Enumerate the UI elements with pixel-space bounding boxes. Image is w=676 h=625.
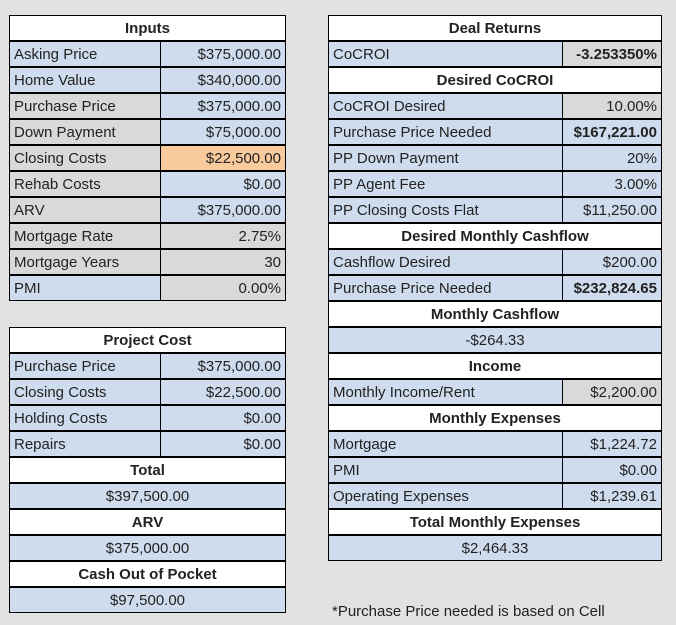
column-divider [286, 0, 287, 625]
cell-mortgage-years-label[interactable]: Mortgage Years [9, 249, 161, 275]
desired-cocroi-title[interactable]: Desired CoCROI [328, 67, 662, 93]
total-monthly-expenses-title[interactable]: Total Monthly Expenses [328, 509, 662, 535]
monthly-cashflow-value[interactable]: -$264.33 [328, 327, 662, 353]
inputs-title[interactable]: Inputs [9, 15, 286, 41]
cell-operating-expenses-value[interactable]: $1,239.61 [562, 483, 662, 509]
cell-operating-expenses-label[interactable]: Operating Expenses [328, 483, 563, 509]
column-divider [160, 0, 161, 625]
cell-pp-closing-costs-label[interactable]: PP Closing Costs Flat [328, 197, 563, 223]
cell-pp-closing-costs-value[interactable]: $11,250.00 [562, 197, 662, 223]
monthly-expenses-title[interactable]: Monthly Expenses [328, 405, 662, 431]
cell-cocroi-label[interactable]: CoCROI [328, 41, 563, 67]
desired-cashflow-title[interactable]: Desired Monthly Cashflow [328, 223, 662, 249]
cell-down-payment-value[interactable]: $75,000.00 [160, 119, 286, 145]
cell-exp-pmi-value[interactable]: $0.00 [562, 457, 662, 483]
arv-value[interactable]: $375,000.00 [9, 535, 286, 561]
column-divider [9, 0, 10, 625]
cell-rehab-costs-value[interactable]: $0.00 [160, 171, 286, 197]
cell-pc-holding-costs-label[interactable]: Holding Costs [9, 405, 161, 431]
cell-pp-down-payment-label[interactable]: PP Down Payment [328, 145, 563, 171]
cell-pc-repairs-label[interactable]: Repairs [9, 431, 161, 457]
cell-arv-label[interactable]: ARV [9, 197, 161, 223]
cell-pc-closing-costs-value[interactable]: $22,500.00 [160, 379, 286, 405]
total-title[interactable]: Total [9, 457, 286, 483]
cell-asking-price-label[interactable]: Asking Price [9, 41, 161, 67]
cell-cf-pp-needed-label[interactable]: Purchase Price Needed [328, 275, 563, 301]
total-value[interactable]: $397,500.00 [9, 483, 286, 509]
project-cost-title[interactable]: Project Cost [9, 327, 286, 353]
cell-monthly-income-value[interactable]: $2,200.00 [562, 379, 662, 405]
income-title[interactable]: Income [328, 353, 662, 379]
cell-rehab-costs-label[interactable]: Rehab Costs [9, 171, 161, 197]
cell-mortgage-years-value[interactable]: 30 [160, 249, 286, 275]
cell-pmi-label[interactable]: PMI [9, 275, 161, 301]
arv-title[interactable]: ARV [9, 509, 286, 535]
total-monthly-expenses-value[interactable]: $2,464.33 [328, 535, 662, 561]
cell-exp-pmi-label[interactable]: PMI [328, 457, 563, 483]
cell-cashflow-desired-value[interactable]: $200.00 [562, 249, 662, 275]
cell-pp-down-payment-value[interactable]: 20% [562, 145, 662, 171]
cell-closing-costs-value[interactable]: $22,500.00 [160, 145, 286, 171]
cell-pp-agent-fee-label[interactable]: PP Agent Fee [328, 171, 563, 197]
cell-pc-purchase-price-label[interactable]: Purchase Price [9, 353, 161, 379]
cell-pp-needed-value[interactable]: $167,221.00 [562, 119, 662, 145]
cell-cocroi-desired-label[interactable]: CoCROI Desired [328, 93, 563, 119]
cell-pc-purchase-price-value[interactable]: $375,000.00 [160, 353, 286, 379]
cell-purchase-price-value[interactable]: $375,000.00 [160, 93, 286, 119]
cash-out-of-pocket-value[interactable]: $97,500.00 [9, 587, 286, 613]
cell-down-payment-label[interactable]: Down Payment [9, 119, 161, 145]
cell-cocroi-value[interactable]: -3.253350% [562, 41, 662, 67]
cell-closing-costs-label[interactable]: Closing Costs [9, 145, 161, 171]
cell-pc-repairs-value[interactable]: $0.00 [160, 431, 286, 457]
cell-cocroi-desired-value[interactable]: 10.00% [562, 93, 662, 119]
cell-pp-agent-fee-value[interactable]: 3.00% [562, 171, 662, 197]
cell-mortgage-rate-value[interactable]: 2.75% [160, 223, 286, 249]
cell-arv-value[interactable]: $375,000.00 [160, 197, 286, 223]
cell-purchase-price-label[interactable]: Purchase Price [9, 93, 161, 119]
cell-cf-pp-needed-value[interactable]: $232,824.65 [562, 275, 662, 301]
cell-mortgage-value[interactable]: $1,224.72 [562, 431, 662, 457]
cell-home-value-label[interactable]: Home Value [9, 67, 161, 93]
cell-pmi-value[interactable]: 0.00% [160, 275, 286, 301]
column-divider [662, 0, 663, 625]
cash-out-of-pocket-title[interactable]: Cash Out of Pocket [9, 561, 286, 587]
cell-mortgage-rate-label[interactable]: Mortgage Rate [9, 223, 161, 249]
cell-pc-holding-costs-value[interactable]: $0.00 [160, 405, 286, 431]
cell-pp-needed-label[interactable]: Purchase Price Needed [328, 119, 563, 145]
deal-returns-title[interactable]: Deal Returns [328, 15, 662, 41]
cell-cashflow-desired-label[interactable]: Cashflow Desired [328, 249, 563, 275]
cell-mortgage-label[interactable]: Mortgage [328, 431, 563, 457]
footnote: *Purchase Price needed is based on Cell [332, 603, 605, 620]
cell-home-value-value[interactable]: $340,000.00 [160, 67, 286, 93]
cell-asking-price-value[interactable]: $375,000.00 [160, 41, 286, 67]
cell-pc-closing-costs-label[interactable]: Closing Costs [9, 379, 161, 405]
monthly-cashflow-title[interactable]: Monthly Cashflow [328, 301, 662, 327]
cell-monthly-income-label[interactable]: Monthly Income/Rent [328, 379, 563, 405]
